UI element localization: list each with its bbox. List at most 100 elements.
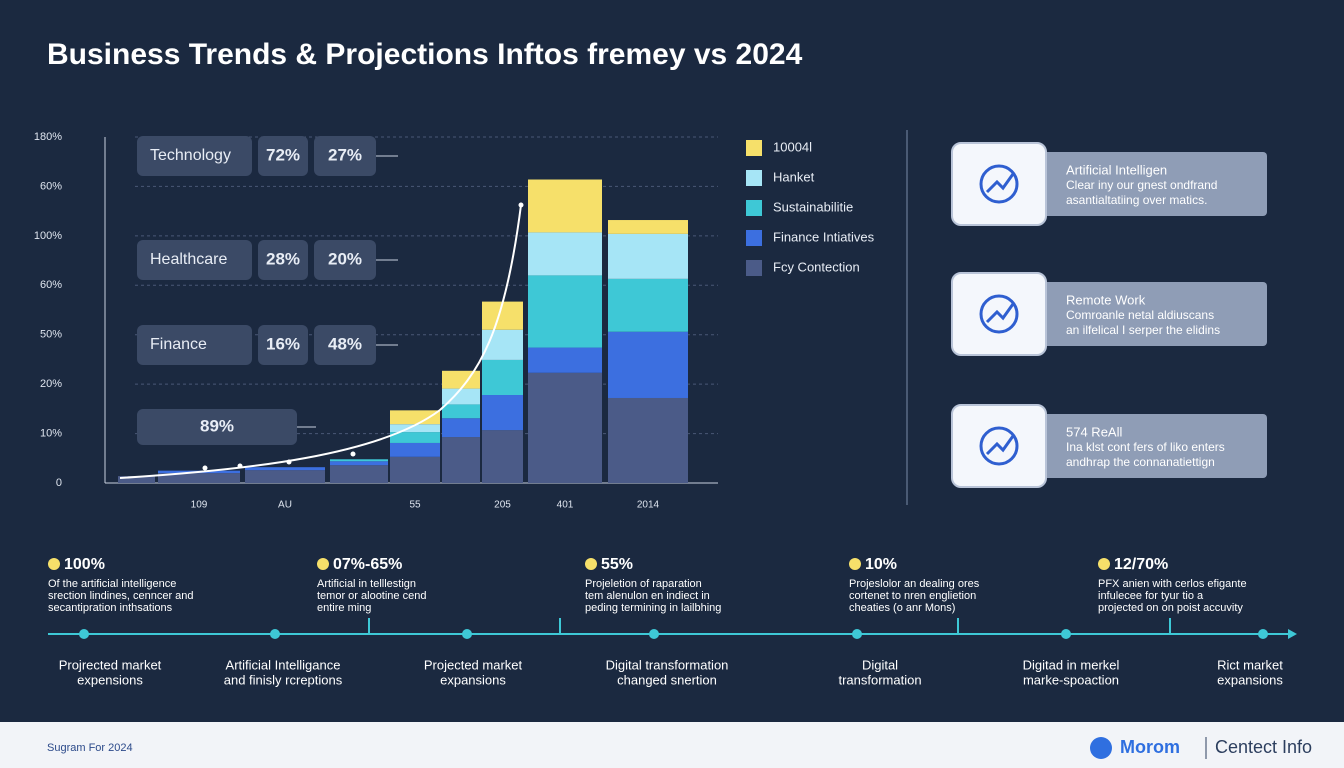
callout-value: 89% [200, 416, 234, 435]
card-line: Ina klst cont fers of liko enters [1066, 440, 1225, 454]
timeline-label: and finisly rcreptions [224, 672, 343, 687]
y-tick-label: 50% [40, 329, 62, 341]
callout-label: Technology [150, 147, 231, 164]
stat-line: infulecee for tyur tio a [1098, 590, 1204, 602]
timeline-dot [270, 629, 280, 639]
stat-line: srection lindines, cenncer and [48, 590, 194, 602]
stat-line: cortenet to nren englietion [849, 590, 976, 602]
y-tick-label: 20% [40, 378, 62, 390]
card-line: Clear iny our gnest ondfrand [1066, 178, 1217, 192]
stat-icon [317, 558, 329, 570]
stat-value: 10% [865, 556, 897, 573]
callout-box [137, 409, 297, 445]
callout-value: 28% [266, 249, 300, 268]
card-text-box [1040, 282, 1267, 346]
stat-line: PFX anien with cerlos efigante [1098, 578, 1247, 590]
stat-value: 55% [601, 556, 633, 573]
timeline-label: changed snertion [617, 672, 717, 687]
stat-icon [585, 558, 597, 570]
trend-dot [286, 459, 292, 465]
footer-brand: Morom [1120, 737, 1180, 757]
legend-swatch [746, 170, 762, 186]
card-icon [985, 173, 1015, 194]
timeline-label: expansions [1217, 672, 1283, 687]
bar-segment [442, 418, 480, 438]
stat-line: Projeletion of raparation [585, 578, 702, 590]
card-icon [979, 426, 1019, 466]
x-tick-label: AU [278, 500, 292, 511]
callout-label: Healthcare [150, 251, 227, 268]
bar-segment [390, 442, 440, 457]
bar-segment [608, 278, 688, 332]
legend-label: Fcy Contection [773, 259, 860, 274]
trend-dot [237, 463, 243, 469]
callout-box [137, 136, 252, 176]
timeline-label: marke-spoaction [1023, 672, 1119, 687]
bar-segment [482, 430, 523, 483]
timeline-dot [649, 629, 659, 639]
x-tick-label: 55 [409, 500, 421, 511]
legend-label: Hanket [773, 169, 815, 184]
timeline-label: expansions [440, 672, 506, 687]
bar-segment [608, 233, 688, 279]
stat-icon [48, 558, 60, 570]
trend-dot [518, 202, 524, 208]
x-tick-label: 205 [494, 500, 511, 511]
timeline-dot [462, 629, 472, 639]
y-tick-label: 10% [40, 427, 62, 439]
x-tick-label: 401 [557, 500, 574, 511]
callout-value: 20% [328, 249, 362, 268]
legend-swatch [746, 200, 762, 216]
y-tick-label: 100% [34, 230, 62, 242]
y-tick-label: 0 [56, 477, 62, 489]
bar-segment [528, 232, 602, 276]
trend-dot [350, 451, 356, 457]
callout-value-box [314, 240, 376, 280]
timeline-dot [852, 629, 862, 639]
callout-value-box [314, 136, 376, 176]
card-line: andhrap the connanatiettign [1066, 455, 1215, 469]
y-tick-label: 60% [40, 180, 62, 192]
bar-segment [390, 432, 440, 443]
legend-label: Finance Intiatives [773, 229, 875, 244]
callout-value: 27% [328, 145, 362, 164]
bar-segment [528, 179, 602, 233]
timeline-dot [1061, 629, 1071, 639]
trend-curve [119, 204, 522, 479]
footer-left: Sugram For 2024 [47, 742, 133, 754]
timeline-label: Projrected market [59, 657, 162, 672]
stat-value: 100% [64, 556, 105, 573]
stat-line: secantipration inthsations [48, 602, 173, 614]
card-icon [979, 164, 1019, 204]
card-line: an ilfelical I serper the elidins [1066, 323, 1220, 337]
legend-swatch [746, 260, 762, 276]
timeline-label: Projected market [424, 657, 523, 672]
stat-value: 12/70% [1114, 556, 1168, 573]
timeline-label: transformation [838, 672, 921, 687]
bar-segment [158, 473, 240, 483]
bar-segment [390, 410, 440, 425]
card-line: Comroanle netal aldiuscans [1066, 308, 1214, 322]
card-title: Remote Work [1066, 292, 1146, 307]
callout-value-box [314, 325, 376, 365]
stat-value: 07%-65% [333, 556, 402, 573]
card-icon [985, 303, 1015, 324]
bar-segment [390, 424, 440, 433]
card-icon [985, 435, 1015, 456]
bar-segment [442, 437, 480, 483]
card-icon [979, 294, 1019, 334]
stat-line: peding termining in lailbhing [585, 602, 721, 614]
footer-right: Centect Info [1215, 737, 1312, 757]
stat-icon [849, 558, 861, 570]
brand-logo [1090, 737, 1112, 759]
callout-label: Finance [150, 336, 207, 353]
callout-value-box [258, 136, 308, 176]
timeline-label: Digitad in merkel [1023, 657, 1120, 672]
callout-value: 16% [266, 334, 300, 353]
callout-box [137, 240, 252, 280]
card-title: Artificial Intelligen [1066, 162, 1167, 177]
stat-line: tem alenulon en indiect in [585, 590, 710, 602]
callout-box [137, 325, 252, 365]
bar-segment [390, 456, 440, 483]
